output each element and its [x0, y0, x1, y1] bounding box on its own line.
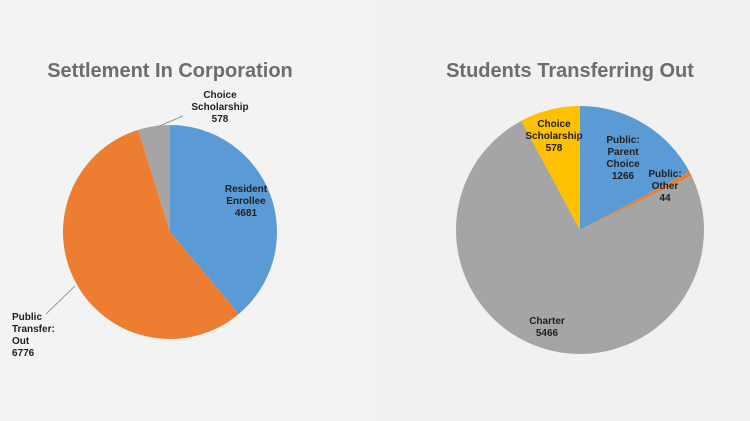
right-pie-label-public-parent-choice: Public: Parent Choice 1266: [606, 135, 640, 182]
left-chart-title: Settlement In Corporation: [47, 60, 293, 82]
left-pie-leader-line-2: [156, 115, 184, 128]
right-pie-label-public-other: Public: Other 44: [648, 169, 681, 204]
left-pie-label-choice-scholarship: Choice Scholarship 578: [191, 90, 248, 125]
left-pie-slice-public-transfer-out: [63, 129, 239, 339]
right-pie-slice-choice-scholarship: [521, 106, 580, 230]
right-pie-slice-public-parent-choice: [580, 106, 690, 230]
right-pie-slice-charter: [456, 120, 705, 355]
left-pie-slice-resident-enrollee: [170, 125, 277, 314]
left-pie-label-public-transfer-out: Public Transfer: Out 6776: [12, 312, 55, 359]
right-pie-label-charter: Charter 5466: [529, 316, 565, 339]
left-pie-leader-line-1: [45, 285, 76, 315]
left-pie-slice-choice-scholarship: [138, 125, 170, 232]
right-pie-label-choice-scholarship: Choice Scholarship 578: [525, 119, 582, 154]
left-pie-label-resident-enrollee: Resident Enrollee 4681: [225, 184, 268, 219]
right-pie-slice-public-other: [580, 171, 692, 230]
right-chart-title: Students Transferring Out: [446, 60, 694, 82]
